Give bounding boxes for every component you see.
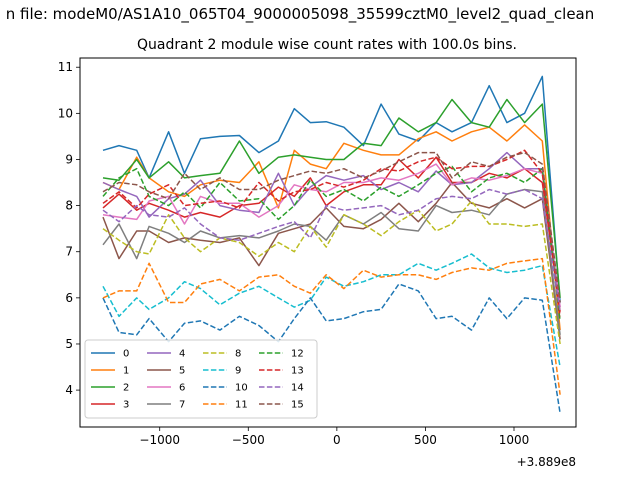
legend-entry-label: 9 xyxy=(235,366,241,377)
x-tick-label: 500 xyxy=(414,433,437,447)
legend-entry-label: 5 xyxy=(179,366,185,377)
legend-entry-label: 3 xyxy=(123,400,129,411)
legend-entry-label: 15 xyxy=(291,400,304,411)
series-line-6 xyxy=(102,163,561,308)
y-tick-label: 8 xyxy=(65,199,73,213)
legend-entry-label: 12 xyxy=(291,349,304,360)
series-line-9 xyxy=(102,253,561,368)
legend-entry-label: 7 xyxy=(179,400,185,411)
x-tick-label: 0 xyxy=(333,433,341,447)
x-axis: −1000 −500 0 500 1000 xyxy=(139,427,529,447)
legend-box xyxy=(84,339,318,419)
series-line-10 xyxy=(102,283,561,414)
y-axis: 4 5 6 7 8 9 10 11 xyxy=(58,60,80,397)
axes-frame xyxy=(79,57,577,428)
legend-entry-label: 2 xyxy=(123,383,129,394)
series-line-8 xyxy=(102,200,561,345)
x-offset-text: +3.889e8 xyxy=(517,455,576,469)
legend-entry-label: 13 xyxy=(291,366,304,377)
legend-entry-label: 11 xyxy=(235,400,248,411)
legend-entry-label: 10 xyxy=(235,383,248,394)
series-line-15 xyxy=(102,151,561,303)
series-line-12 xyxy=(102,165,561,321)
x-tick-label: 1000 xyxy=(499,433,530,447)
series-line-11 xyxy=(102,257,561,395)
series-line-14 xyxy=(102,188,561,312)
figure-suptitle: n file: modeM0/AS1A10_065T04_9000005098_… xyxy=(6,5,595,24)
series-line-13 xyxy=(102,149,561,317)
series-line-7 xyxy=(102,188,561,335)
x-tick-label: −1000 xyxy=(139,433,180,447)
y-tick-label: 11 xyxy=(58,60,73,74)
legend-entry-label: 8 xyxy=(235,349,241,360)
legend-entry-label: 6 xyxy=(179,383,185,394)
legend-entry-label: 4 xyxy=(179,349,185,360)
y-tick-label: 7 xyxy=(65,245,73,259)
series-line-5 xyxy=(102,181,561,340)
y-tick-label: 9 xyxy=(65,152,73,166)
y-tick-label: 5 xyxy=(65,337,73,351)
legend-entry-label: 1 xyxy=(123,366,129,377)
y-tick-label: 6 xyxy=(65,291,73,305)
series-line-0 xyxy=(102,75,561,303)
legend-entry-label: 14 xyxy=(291,383,304,394)
series-line-2 xyxy=(102,98,561,298)
legend-entry-label: 0 xyxy=(123,349,129,360)
x-tick-label: −500 xyxy=(232,433,265,447)
series-line-1 xyxy=(102,124,561,331)
y-tick-label: 4 xyxy=(65,383,73,397)
series-group xyxy=(102,75,561,414)
series-line-4 xyxy=(102,151,561,308)
chart-title: Quadrant 2 module wise count rates with … xyxy=(137,37,517,53)
y-tick-label: 10 xyxy=(58,106,73,120)
